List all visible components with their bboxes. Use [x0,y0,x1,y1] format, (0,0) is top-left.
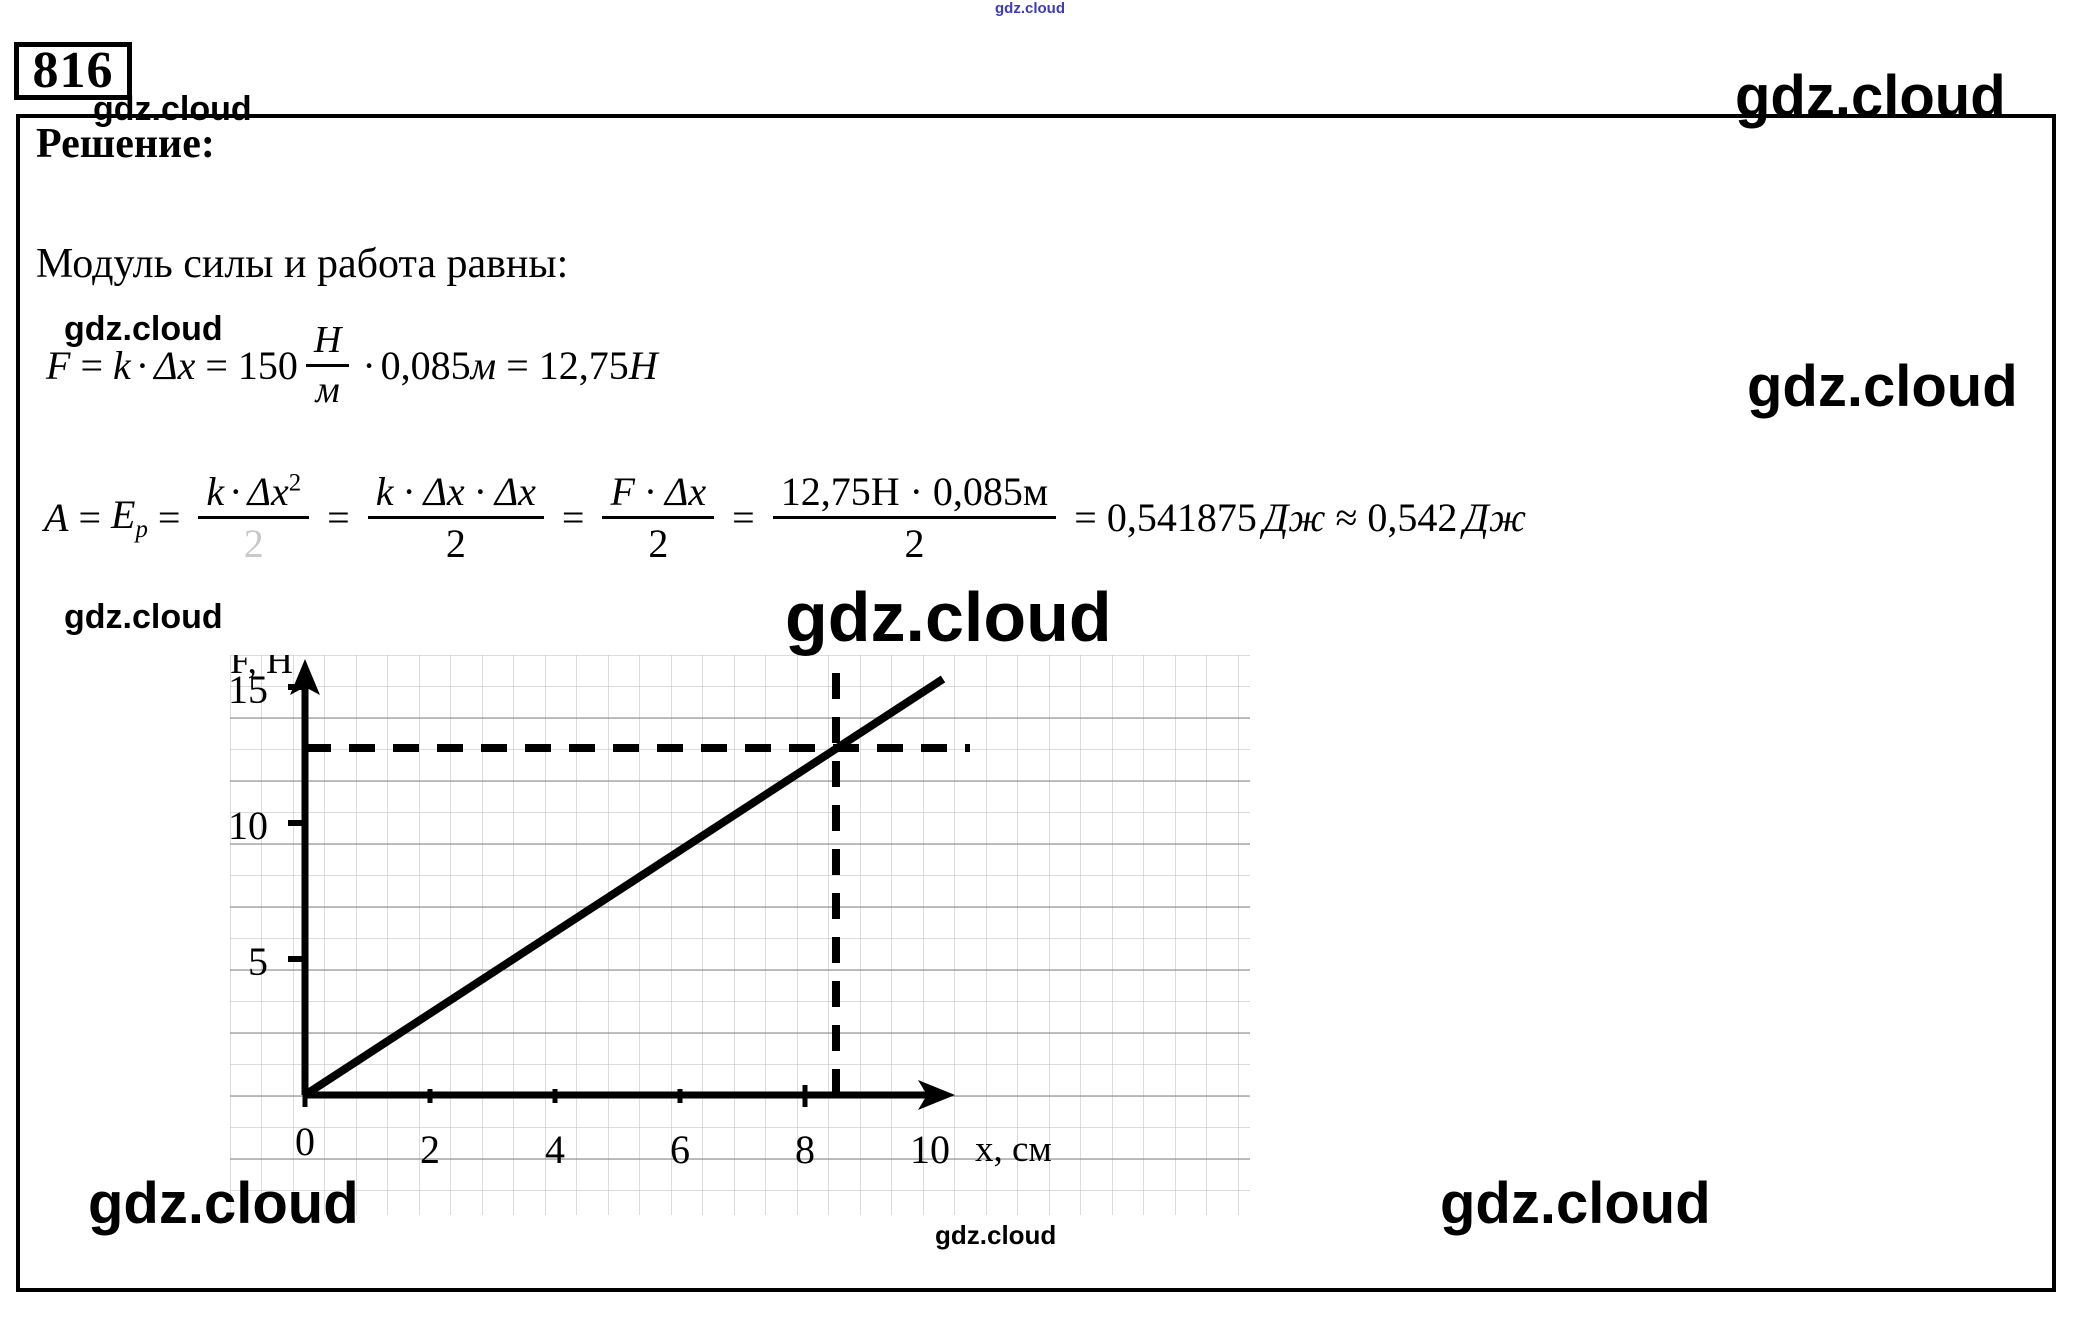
x-tick-label-10: 10 [910,1127,950,1172]
formula1-dot2: · [362,343,376,389]
y-tick-label-15: 15 [230,667,268,712]
formula2-f1-dot: · [229,469,243,514]
formula2-f2-numerator: k · Δx · Δx [375,469,536,514]
watermark-top-left: gdz.cloud [93,90,252,128]
formula1-eq2: = [205,343,228,389]
formula2-approx-sign: ≈ [1335,495,1358,541]
force-extension-graph: 15 10 5 F, Н 0 2 4 6 8 10 x, см [230,655,1250,1245]
exercise-number: 816 [32,42,114,99]
formula-work-energy: A = Ep = k · Δx2 2 = k · Δx · Δx 2 = F · Δ… [44,469,1527,567]
formula2-fraction-4: 12,75Н · 0,085м 2 [772,469,1057,567]
formula2-A: A [44,495,69,541]
formula1-k: k [113,343,131,389]
formula1-k-value: 150 [237,343,298,389]
formula2-f3-numerator: F · Δx [610,469,707,514]
fraction-bar [772,516,1057,520]
formula-force: F = k · Δx = 150 Н м · 0,085 м = 12,75 Н [46,319,658,412]
formula2-f1-exponent: 2 [288,469,302,497]
formula2-fraction-2: k · Δx · Δx 2 [367,469,544,567]
formula2-eq2: = [327,495,350,541]
solution-heading: Решение: [36,121,215,167]
formula2-eq4: = [732,495,755,541]
y-tick-label-5: 5 [248,939,268,984]
formula2-f3-denominator: 2 [648,521,669,567]
intro-text: Модуль силы и работа равны: [36,241,569,287]
y-axis-ticks [288,684,308,962]
formula1-unit-denominator: м [315,369,340,412]
formula2-f4-numerator: 12,75Н · 0,085м [780,469,1049,514]
fraction-bar [602,516,715,520]
x-tick-label-0: 0 [295,1119,315,1164]
formula2-result-exact-unit: Дж [1262,495,1326,541]
graph-paper-grid [230,655,1250,1215]
exercise-number-badge: 816 [14,42,132,100]
formula1-dx-value: 0,085 [380,343,471,389]
formula1-dx-unit: м [470,343,497,389]
formula2-f4-denominator: 2 [904,521,925,567]
watermark-graph-left: gdz.cloud [64,598,223,636]
formula2-eq0: = [78,495,101,541]
formula2-Ep: Ep [111,491,148,544]
formula1-dot1: · [135,343,150,389]
x-tick-label-2: 2 [420,1127,440,1172]
formula2-eq5: = [1074,495,1097,541]
formula1-delta-x: Δx [154,343,196,389]
formula1-F: F [46,343,71,389]
x-tick-label-8: 8 [795,1127,815,1172]
watermark-mid-right: gdz.cloud [1747,354,2018,419]
top-watermark: gdz.cloud [995,0,1065,17]
formula2-f1-numerator: k · Δx2 [198,470,309,513]
watermark-bottom-right: gdz.cloud [1440,1171,1711,1236]
x-axis-ticks [302,1085,808,1107]
formula1-result-unit: Н [628,343,658,389]
x-axis-title: x, см [975,1129,1052,1170]
formula2-E: E [111,492,136,538]
formula2-E-subscript: p [135,516,148,544]
solution-frame [16,114,2056,1292]
formula2-eq1: = [157,495,181,541]
fraction-bar [198,516,310,520]
formula1-unit-fraction: Н м [305,319,350,412]
formula1-unit-numerator: Н [313,319,342,361]
formula2-result-rounded: 0,542 [1367,495,1458,541]
formula2-result-exact: 0,541875 [1106,495,1257,541]
watermark-bottom-left: gdz.cloud [88,1171,359,1236]
x-tick-label-4: 4 [545,1127,565,1172]
fraction-bar [367,516,544,520]
fraction-bar [305,364,350,368]
formula2-fraction-1: k · Δx2 2 [198,470,310,567]
watermark-mid-left: gdz.cloud [64,310,223,348]
y-axis-title: F, Н [230,655,293,682]
formula2-f1-k: k [206,469,225,514]
formula2-fraction-3: F · Δx 2 [602,469,715,567]
formula2-f1-dx: Δx [247,469,289,514]
watermark-top-right: gdz.cloud [1735,64,2006,129]
x-axis-arrow [918,1080,955,1110]
formula2-result-rounded-unit: Дж [1463,495,1527,541]
y-tick-label-10: 10 [230,803,268,848]
formula2-f1-denominator: 2 [243,521,264,567]
watermark-bottom-center: gdz.cloud [935,1220,1057,1250]
formula2-f2-denominator: 2 [445,521,466,567]
watermark-center-large: gdz.cloud [785,578,1112,656]
formula2-eq3: = [561,495,585,541]
formula1-result: 12,75 [538,343,629,389]
formula1-eq3: = [506,343,529,389]
x-tick-label-6: 6 [670,1127,690,1172]
formula1-eq1: = [80,343,103,389]
